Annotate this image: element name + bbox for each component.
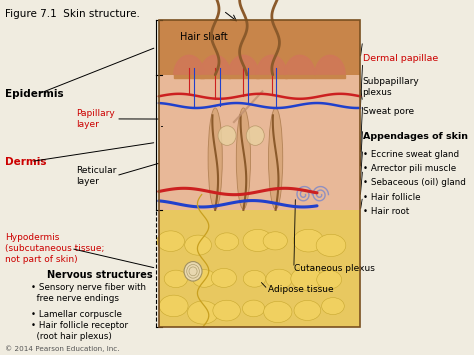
Text: Subpapillary
plexus: Subpapillary plexus (363, 77, 419, 97)
Ellipse shape (218, 126, 236, 145)
Circle shape (157, 231, 184, 251)
Text: • Arrector pili muscle: • Arrector pili muscle (363, 164, 456, 173)
Text: © 2014 Pearson Education, Inc.: © 2014 Pearson Education, Inc. (5, 345, 119, 352)
Circle shape (211, 268, 237, 287)
Circle shape (264, 301, 292, 323)
Circle shape (316, 234, 346, 256)
Circle shape (185, 235, 211, 255)
Circle shape (192, 270, 216, 287)
Text: Figure 7.1  Skin structure.: Figure 7.1 Skin structure. (5, 9, 140, 19)
Polygon shape (315, 75, 345, 78)
Bar (159, 75, 360, 210)
Text: Papillary
layer: Papillary layer (76, 109, 115, 129)
Text: Nervous structures: Nervous structures (47, 270, 153, 280)
Circle shape (159, 295, 188, 317)
Text: Appendages of skin: Appendages of skin (363, 132, 468, 141)
Text: • Hair root: • Hair root (363, 207, 409, 216)
Polygon shape (315, 55, 345, 75)
Polygon shape (174, 55, 204, 75)
Text: • Hair follicle receptor
  (root hair plexus): • Hair follicle receptor (root hair plex… (31, 321, 128, 341)
Text: Dermal papillae: Dermal papillae (363, 54, 438, 63)
Circle shape (294, 300, 321, 321)
Circle shape (266, 269, 292, 289)
Circle shape (215, 233, 239, 251)
Ellipse shape (184, 262, 202, 281)
Ellipse shape (236, 108, 250, 209)
Ellipse shape (246, 126, 264, 145)
Text: Hair shaft: Hair shaft (180, 32, 228, 42)
Polygon shape (200, 75, 230, 78)
Ellipse shape (208, 108, 222, 209)
Text: Sweat pore: Sweat pore (363, 107, 414, 116)
Text: • Eccrine sweat gland: • Eccrine sweat gland (363, 150, 459, 159)
Circle shape (322, 297, 344, 315)
Text: Cutaneous plexus: Cutaneous plexus (294, 263, 375, 273)
Polygon shape (200, 55, 230, 75)
Ellipse shape (268, 108, 283, 209)
Circle shape (243, 271, 266, 287)
Text: Adipose tissue: Adipose tissue (268, 285, 333, 294)
Bar (159, 20, 360, 75)
Circle shape (317, 271, 342, 289)
Text: • Hair follicle: • Hair follicle (363, 192, 420, 202)
Polygon shape (284, 55, 315, 75)
Circle shape (263, 232, 287, 250)
Polygon shape (228, 75, 259, 78)
Text: Epidermis: Epidermis (5, 89, 64, 99)
Circle shape (188, 301, 219, 324)
Circle shape (243, 229, 273, 251)
Circle shape (164, 270, 188, 288)
Text: • Sensory nerve fiber with
  free nerve endings: • Sensory nerve fiber with free nerve en… (31, 283, 146, 303)
Text: Dermis: Dermis (5, 157, 46, 166)
Text: • Lamellar corpuscle: • Lamellar corpuscle (31, 310, 122, 319)
Polygon shape (284, 75, 315, 78)
Text: Hypodermis
(subcutaneous tissue;
not part of skin): Hypodermis (subcutaneous tissue; not par… (5, 233, 104, 264)
Polygon shape (256, 75, 287, 78)
Circle shape (213, 300, 240, 321)
Polygon shape (256, 55, 287, 75)
Circle shape (293, 229, 324, 252)
Polygon shape (228, 55, 259, 75)
Bar (159, 20, 360, 327)
Text: Reticular
layer: Reticular layer (76, 166, 116, 186)
Bar (159, 210, 360, 327)
Circle shape (243, 300, 264, 317)
Text: • Sebaceous (oil) gland: • Sebaceous (oil) gland (363, 178, 465, 187)
Polygon shape (174, 75, 204, 78)
Circle shape (291, 267, 322, 290)
